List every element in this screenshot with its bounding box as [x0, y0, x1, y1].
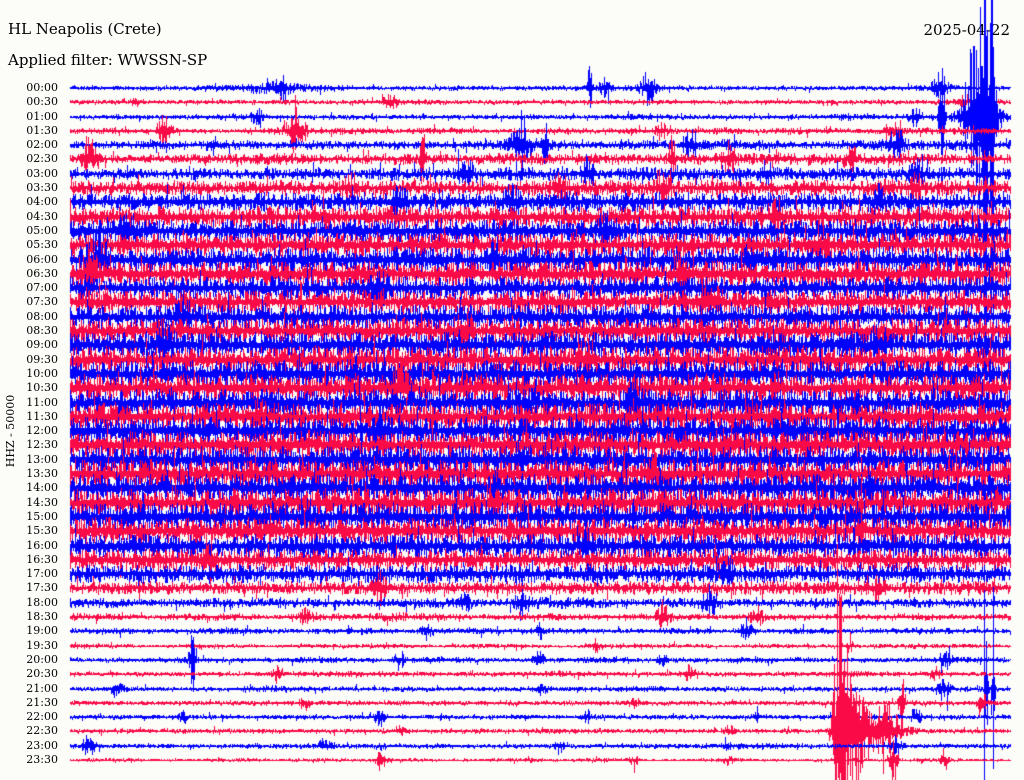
time-label: 06:00 — [26, 253, 58, 266]
time-label: 00:30 — [26, 95, 58, 108]
time-label: 17:00 — [26, 567, 58, 580]
time-label: 18:00 — [26, 596, 58, 609]
station-title: HL Neapolis (Crete) — [8, 20, 162, 38]
time-label: 20:30 — [26, 667, 58, 680]
time-label: 22:30 — [26, 724, 58, 737]
time-label: 05:00 — [26, 224, 58, 237]
time-label: 11:00 — [26, 396, 58, 409]
time-label: 01:30 — [26, 124, 58, 137]
time-label: 23:00 — [26, 739, 58, 752]
filter-label: Applied filter: WWSSN-SP — [8, 51, 208, 69]
time-label: 00:00 — [26, 81, 58, 94]
time-label: 20:00 — [26, 653, 58, 666]
time-label: 05:30 — [26, 238, 58, 251]
time-label: 02:30 — [26, 152, 58, 165]
time-label: 04:00 — [26, 195, 58, 208]
time-label: 07:00 — [26, 281, 58, 294]
time-label: 11:30 — [26, 410, 58, 423]
time-label: 07:30 — [26, 295, 58, 308]
time-label: 21:00 — [26, 682, 58, 695]
time-label: 21:30 — [26, 696, 58, 709]
time-label: 10:30 — [26, 381, 58, 394]
time-label: 18:30 — [26, 610, 58, 623]
time-label: 10:00 — [26, 367, 58, 380]
time-label: 03:30 — [26, 181, 58, 194]
time-label: 16:00 — [26, 539, 58, 552]
time-label: 08:30 — [26, 324, 58, 337]
time-label: 03:00 — [26, 167, 58, 180]
time-label: 06:30 — [26, 267, 58, 280]
time-label: 01:00 — [26, 110, 58, 123]
time-label: 14:00 — [26, 481, 58, 494]
time-label: 12:00 — [26, 424, 58, 437]
time-label: 19:00 — [26, 624, 58, 637]
time-label: 15:00 — [26, 510, 58, 523]
time-label: 22:00 — [26, 710, 58, 723]
date-label: 2025-04-22 — [923, 21, 1010, 39]
time-label: 12:30 — [26, 438, 58, 451]
time-label: 08:00 — [26, 310, 58, 323]
time-label: 14:30 — [26, 496, 58, 509]
time-label: 02:00 — [26, 138, 58, 151]
time-label: 04:30 — [26, 210, 58, 223]
time-label: 13:30 — [26, 467, 58, 480]
time-label: 17:30 — [26, 581, 58, 594]
time-label: 09:00 — [26, 338, 58, 351]
time-label: 23:30 — [26, 753, 58, 766]
time-label: 13:00 — [26, 453, 58, 466]
time-label: 16:30 — [26, 553, 58, 566]
time-label: 19:30 — [26, 639, 58, 652]
time-label: 09:30 — [26, 353, 58, 366]
time-label: 15:30 — [26, 524, 58, 537]
